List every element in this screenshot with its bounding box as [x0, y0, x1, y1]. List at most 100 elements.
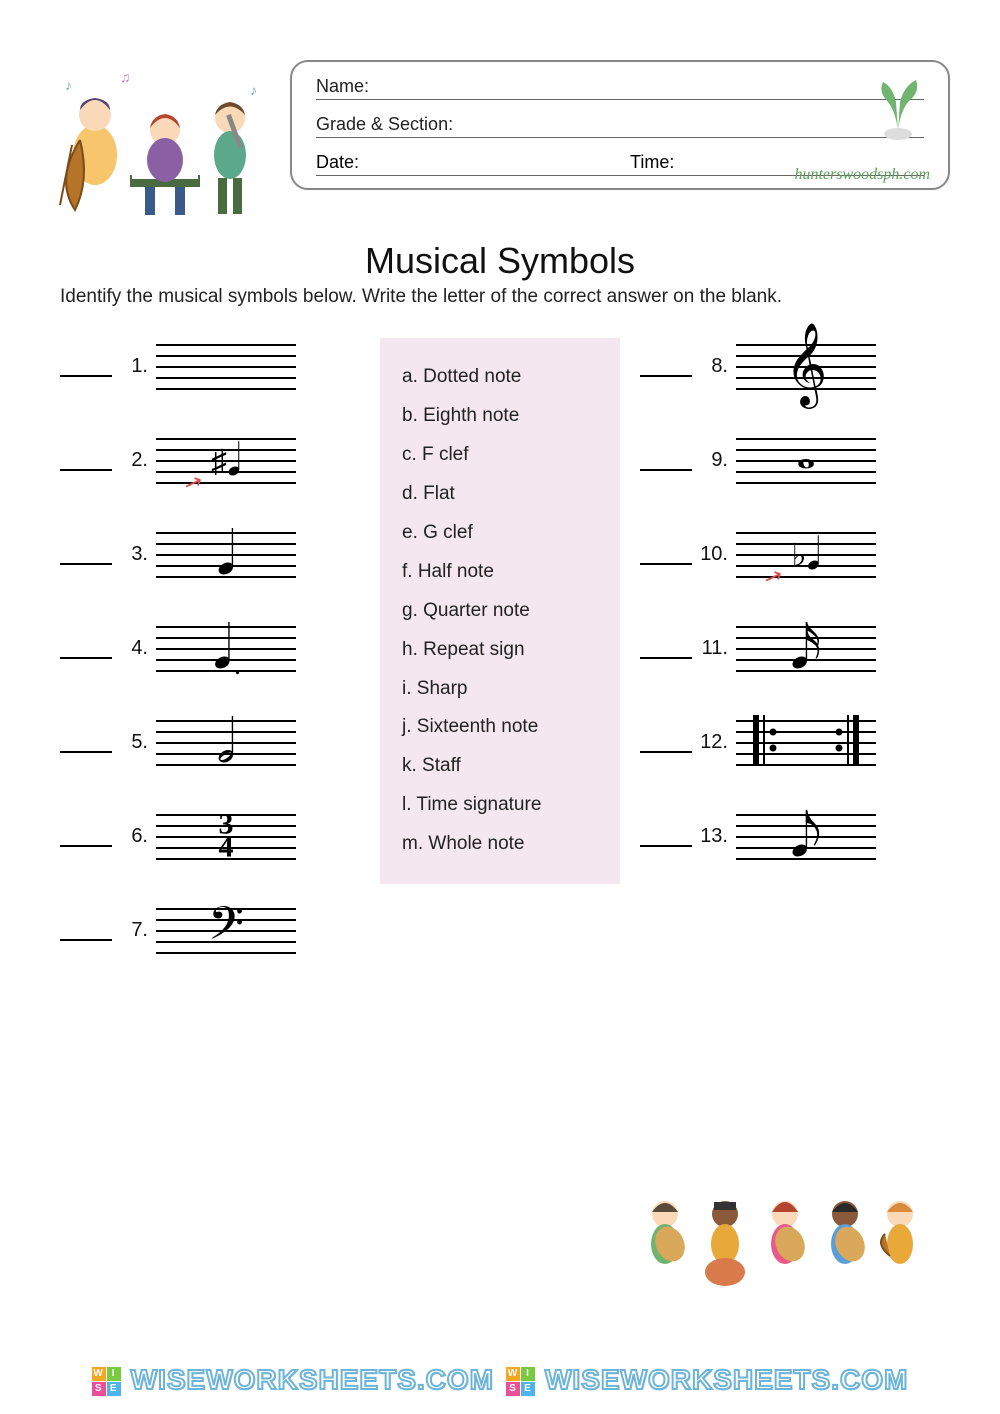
question-number: 7.: [120, 919, 148, 942]
staff: 34: [156, 808, 296, 864]
question-number: 4.: [120, 637, 148, 660]
page-title: Musical Symbols: [50, 240, 950, 282]
date-field[interactable]: Date:: [316, 152, 610, 176]
staff: ↗♭𝅘𝅥: [736, 526, 876, 582]
music-symbol: 𝅘𝅥𝅮: [790, 806, 821, 866]
answer-j: j. Sixteenth note: [402, 708, 598, 747]
staff: 𝅗𝅥: [156, 714, 296, 770]
answer-blank[interactable]: [60, 355, 112, 377]
wise-logo-icon: WISE: [92, 1367, 127, 1396]
question-number: 10.: [700, 543, 728, 566]
answer-blank[interactable]: [640, 543, 692, 565]
answer-i: i. Sharp: [402, 670, 598, 709]
signature: hunterswoodsph.com: [794, 166, 930, 184]
wise-logo-icon: WISE: [506, 1367, 541, 1396]
music-symbol: 𝄞: [785, 328, 828, 400]
question-item: 1.: [60, 338, 360, 394]
staff: 𝅘𝅥𝅯: [736, 620, 876, 676]
student-info-box: Name: Grade & Section: Date: Time: hunte…: [290, 60, 950, 190]
staff: 𝅝: [736, 432, 876, 488]
question-item: 11. 𝅘𝅥𝅯: [640, 620, 940, 676]
staff: 𝅘𝅥: [156, 526, 296, 582]
question-item: 7. 𝄢: [60, 902, 360, 958]
staff: ↗♯𝅘𝅥: [156, 432, 296, 488]
answer-blank[interactable]: [640, 355, 692, 377]
answer-k: k. Staff: [402, 747, 598, 786]
question-item: 2. ↗♯𝅘𝅥: [60, 432, 360, 488]
question-number: 5.: [120, 731, 148, 754]
question-item: 3. 𝅘𝅥: [60, 526, 360, 582]
staff: 𝄢: [156, 902, 296, 958]
music-symbol: 𝅘𝅥𝅯: [790, 618, 821, 678]
staff: [736, 714, 876, 770]
answer-b: b. Eighth note: [402, 397, 598, 436]
answer-blank[interactable]: [60, 637, 112, 659]
question-item: 5. 𝅗𝅥: [60, 714, 360, 770]
music-symbol: ♭𝅘𝅥: [791, 531, 820, 577]
music-symbol: 𝅝: [796, 429, 815, 477]
header: ♪ ♫ ♪ Name: Grade & Section: Date: Time:…: [50, 60, 950, 220]
answer-d: d. Flat: [402, 475, 598, 514]
question-item: 12.: [640, 714, 940, 770]
music-symbol: 𝄢: [208, 902, 244, 958]
answer-blank[interactable]: [60, 543, 112, 565]
question-number: 13.: [700, 825, 728, 848]
music-symbol: [751, 715, 861, 769]
answer-l: l. Time signature: [402, 786, 598, 825]
name-field[interactable]: Name:: [316, 76, 924, 100]
svg-text:♪: ♪: [250, 82, 257, 98]
answer-blank[interactable]: [60, 449, 112, 471]
watermark-1: WISEWISEWORKSHEETS.COM: [92, 1364, 494, 1396]
question-number: 9.: [700, 449, 728, 472]
question-number: 8.: [700, 355, 728, 378]
question-number: 2.: [120, 449, 148, 472]
watermark: WISEWISEWORKSHEETS.COM WISEWISEWORKSHEET…: [0, 1364, 1000, 1396]
grade-field[interactable]: Grade & Section:: [316, 114, 924, 138]
question-number: 11.: [700, 637, 728, 660]
answer-blank[interactable]: [60, 919, 112, 941]
answer-blank[interactable]: [640, 637, 692, 659]
children-band-illustration: [630, 1184, 930, 1294]
question-item: 13. 𝅘𝅥𝅮: [640, 808, 940, 864]
staff: [156, 338, 296, 394]
answer-e: e. G clef: [402, 514, 598, 553]
answer-g: g. Quarter note: [402, 592, 598, 631]
answer-f: f. Half note: [402, 553, 598, 592]
music-symbol: ♯𝅘𝅥: [211, 437, 241, 483]
music-symbol: 𝅘𝅥.: [213, 618, 239, 678]
worksheet-grid: 1. 2. ↗♯𝅘𝅥 3. 𝅘𝅥 4. 𝅘𝅥. 5. 𝅗𝅥 6.34 7. 𝄢 a. Dotted n…: [50, 338, 950, 996]
answer-c: c. F clef: [402, 436, 598, 475]
question-item: 6.34: [60, 808, 360, 864]
instructions: Identify the musical symbols below. Writ…: [50, 286, 950, 308]
answer-m: m. Whole note: [402, 825, 598, 864]
answer-key-box: a. Dotted note b. Eighth note c. F clef …: [380, 338, 620, 884]
date-label: Date:: [316, 152, 359, 172]
svg-text:♫: ♫: [120, 69, 131, 85]
answer-h: h. Repeat sign: [402, 631, 598, 670]
question-item: 8. 𝄞: [640, 338, 940, 394]
answer-blank[interactable]: [640, 825, 692, 847]
staff: 𝄞: [736, 338, 876, 394]
answer-blank[interactable]: [60, 731, 112, 753]
left-column: 1. 2. ↗♯𝅘𝅥 3. 𝅘𝅥 4. 𝅘𝅥. 5. 𝅗𝅥 6.34 7. 𝄢: [60, 338, 360, 996]
name-label: Name:: [316, 76, 369, 97]
music-symbol: 𝅗𝅥: [216, 712, 235, 772]
question-number: 12.: [700, 731, 728, 754]
answer-blank[interactable]: [640, 449, 692, 471]
watermark-2: WISEWISEWORKSHEETS.COM: [506, 1364, 908, 1396]
question-number: 3.: [120, 543, 148, 566]
answer-blank[interactable]: [60, 825, 112, 847]
time-label: Time:: [630, 152, 674, 172]
right-column: 8. 𝄞 9. 𝅝 10. ↗♭𝅘𝅥 11. 𝅘𝅥𝅯 12. 13. 𝅘𝅥𝅮: [640, 338, 940, 996]
question-item: 10. ↗♭𝅘𝅥: [640, 526, 940, 582]
question-number: 1.: [120, 355, 148, 378]
answer-blank[interactable]: [640, 731, 692, 753]
svg-text:♪: ♪: [65, 77, 72, 93]
question-item: 9. 𝅝: [640, 432, 940, 488]
question-item: 4. 𝅘𝅥.: [60, 620, 360, 676]
staff: 𝅘𝅥𝅮: [736, 808, 876, 864]
grade-label: Grade & Section:: [316, 114, 453, 135]
staff: 𝅘𝅥.: [156, 620, 296, 676]
children-playing-music-illustration: ♪ ♫ ♪: [50, 60, 270, 220]
plant-icon: [868, 72, 928, 142]
